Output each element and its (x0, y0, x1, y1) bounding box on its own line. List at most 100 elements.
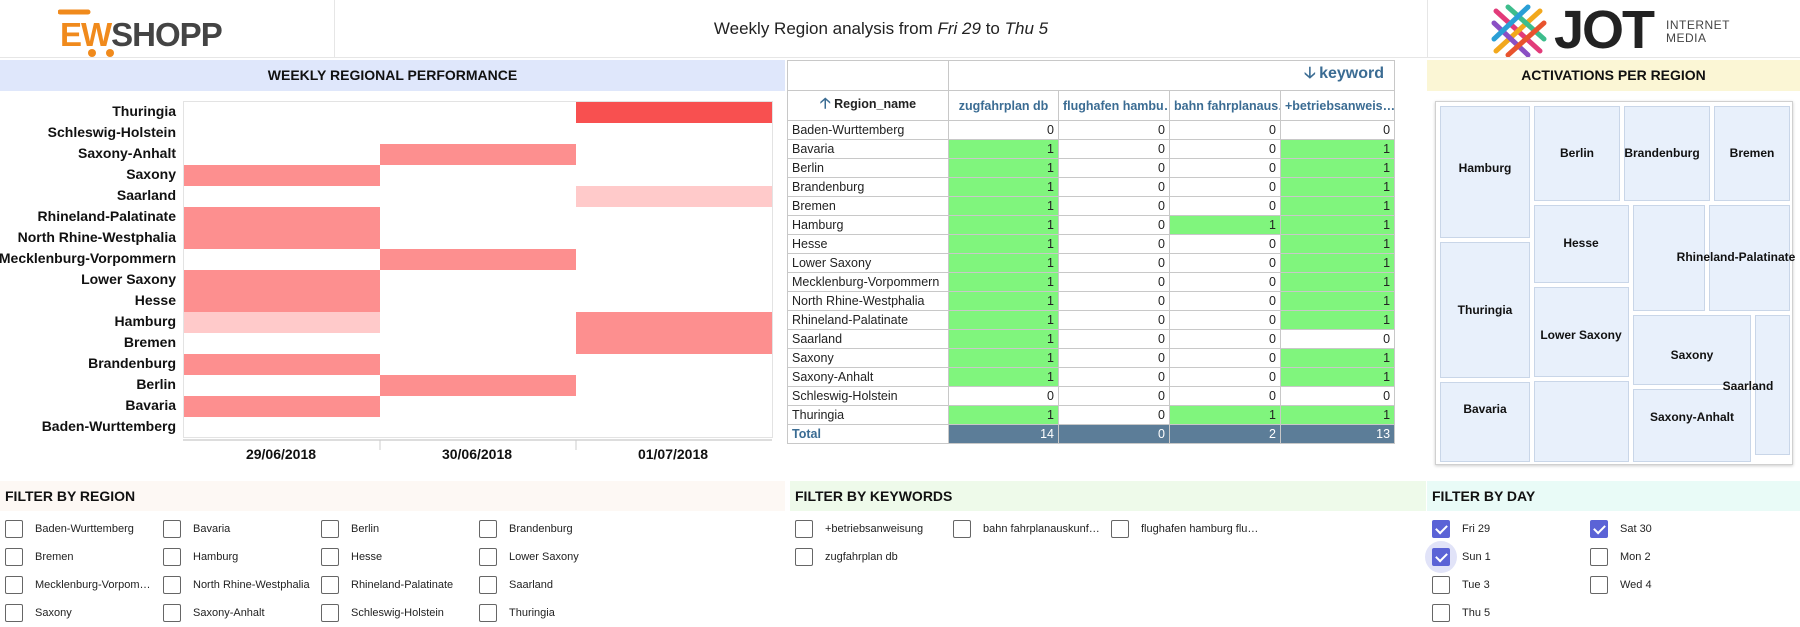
checkbox[interactable] (5, 604, 23, 622)
day-filter-option[interactable]: Sun 1 (1425, 541, 1491, 573)
day-filter-option[interactable]: Tue 3 (1432, 574, 1490, 596)
checkbox[interactable] (479, 604, 497, 622)
checkbox[interactable] (321, 576, 339, 594)
value-cell: 1 (1279, 215, 1396, 235)
region-filter-option[interactable]: Saxony (5, 602, 72, 624)
heatmap-cell[interactable] (380, 375, 576, 396)
treemap-cell[interactable] (1714, 106, 1790, 201)
keyword-column-header[interactable]: zugfahrplan db (948, 90, 1059, 121)
treemap-cell[interactable] (1633, 205, 1705, 311)
treemap-cell[interactable] (1534, 381, 1629, 462)
checkbox[interactable] (795, 520, 813, 538)
heatmap-cell[interactable] (576, 186, 772, 207)
checkbox[interactable] (953, 520, 971, 538)
checkbox[interactable] (1590, 548, 1608, 566)
treemap-cell[interactable] (1534, 106, 1620, 201)
treemap-cell[interactable] (1534, 205, 1629, 283)
checkbox[interactable] (163, 548, 181, 566)
treemap-cell[interactable] (1755, 315, 1790, 455)
checkbox[interactable] (163, 604, 181, 622)
keyword-filter-option[interactable]: bahn fahrplanauskunf… (953, 518, 1100, 540)
keyword-column-header[interactable]: flughafen hambu… (1058, 90, 1170, 121)
treemap-cell[interactable] (1534, 287, 1629, 377)
region-filter-option[interactable]: Hesse (321, 546, 382, 568)
treemap-cell[interactable] (1440, 106, 1530, 238)
region-name-header[interactable]: 🡡 Region_name (787, 90, 949, 121)
checkbox[interactable] (163, 576, 181, 594)
heatmap-cell[interactable] (184, 354, 380, 375)
checkbox[interactable] (1432, 576, 1450, 594)
region-filter-option[interactable]: Thuringia (479, 602, 555, 624)
checkbox[interactable] (479, 520, 497, 538)
sort-up-icon[interactable]: 🡡 (819, 95, 831, 112)
checkbox[interactable] (795, 548, 813, 566)
value-cell: 1 (1279, 253, 1396, 273)
heatmap-cell[interactable] (576, 102, 772, 123)
checkbox[interactable] (5, 548, 23, 566)
keyword-filter-option[interactable]: flughafen hamburg flu… (1111, 518, 1258, 540)
region-filter-option[interactable]: Berlin (321, 518, 379, 540)
day-filter-option[interactable]: Wed 4 (1590, 574, 1652, 596)
region-filter-option[interactable]: Lower Saxony (479, 546, 579, 568)
region-filter-option[interactable]: Rhineland-Palatinate (321, 574, 453, 596)
keyword-column-header[interactable]: +betriebsanweis… (1279, 90, 1396, 121)
region-filter-option[interactable]: Bremen (5, 546, 74, 568)
day-filter-option[interactable]: Thu 5 (1432, 602, 1490, 624)
heatmap-cell[interactable] (184, 207, 380, 228)
treemap-cell[interactable] (1633, 389, 1751, 462)
checkbox[interactable] (1590, 520, 1608, 538)
day-filter-option[interactable]: Sat 30 (1590, 518, 1652, 540)
checkbox[interactable] (1432, 548, 1450, 566)
checkbox[interactable] (321, 604, 339, 622)
keyword-column-header[interactable]: bahn fahrplanaus… (1169, 90, 1281, 121)
heatmap-cell[interactable] (184, 228, 380, 249)
pivot-row: Brandenburg 1 0 0 1 (787, 177, 1396, 197)
checkbox[interactable] (1111, 520, 1129, 538)
value-cell: 1 (948, 310, 1059, 330)
heatmap-cell[interactable] (576, 333, 772, 354)
region-filter-option[interactable]: Brandenburg (479, 518, 573, 540)
region-filter-option[interactable]: Saarland (479, 574, 553, 596)
heatmap-cell[interactable] (380, 144, 576, 165)
checkbox[interactable] (321, 548, 339, 566)
treemap-cell[interactable] (1633, 315, 1751, 385)
day-filter-option[interactable]: Fri 29 (1432, 518, 1490, 540)
region-filter-option[interactable]: Baden-Wurttemberg (5, 518, 134, 540)
heatmap-cell[interactable] (184, 270, 380, 291)
checkbox[interactable] (479, 576, 497, 594)
treemap-cell[interactable] (1624, 106, 1710, 201)
region-filter-option[interactable]: Hamburg (163, 546, 238, 568)
checkbox[interactable] (1590, 576, 1608, 594)
treemap-label: Bremen (1729, 146, 1775, 160)
day-filter-option[interactable]: Mon 2 (1590, 546, 1651, 568)
heatmap-cell[interactable] (184, 165, 380, 186)
checkbox[interactable] (479, 548, 497, 566)
value-cell: 0 (1169, 196, 1281, 216)
value-cell: 1 (948, 348, 1059, 368)
heatmap-cell[interactable] (184, 396, 380, 417)
checkbox[interactable] (1432, 604, 1450, 622)
region-filter-option[interactable]: North Rhine-Westphalia (163, 574, 310, 596)
sort-down-icon[interactable]: 🡣 (1304, 65, 1316, 82)
region-filter-option[interactable]: Bavaria (163, 518, 230, 540)
heatmap-cell[interactable] (184, 312, 380, 333)
region-filter-option[interactable]: Schleswig-Holstein (321, 602, 444, 624)
heatmap-row-label: Thuringia (112, 103, 176, 119)
pivot-column-header[interactable]: 🡣 keyword (947, 60, 1396, 91)
keyword-filter-option[interactable]: +betriebsanweisung (795, 518, 923, 540)
checkbox[interactable] (5, 520, 23, 538)
heatmap-cell[interactable] (380, 249, 576, 270)
region-filter-option[interactable]: Saxony-Anhalt (163, 602, 265, 624)
region-name-cell: Hesse (787, 234, 949, 254)
checkbox[interactable] (163, 520, 181, 538)
checkbox[interactable] (321, 520, 339, 538)
checkbox[interactable] (1432, 520, 1450, 538)
heatmap-cell[interactable] (576, 312, 772, 333)
heatmap-cell[interactable] (184, 291, 380, 312)
region-filter-option[interactable]: Mecklenburg-Vorpom… (5, 574, 151, 596)
treemap-cell[interactable] (1709, 205, 1790, 311)
keyword-filter-option[interactable]: zugfahrplan db (795, 546, 898, 568)
treemap-cell[interactable] (1440, 242, 1530, 378)
treemap-cell[interactable] (1440, 382, 1530, 462)
checkbox[interactable] (5, 576, 23, 594)
